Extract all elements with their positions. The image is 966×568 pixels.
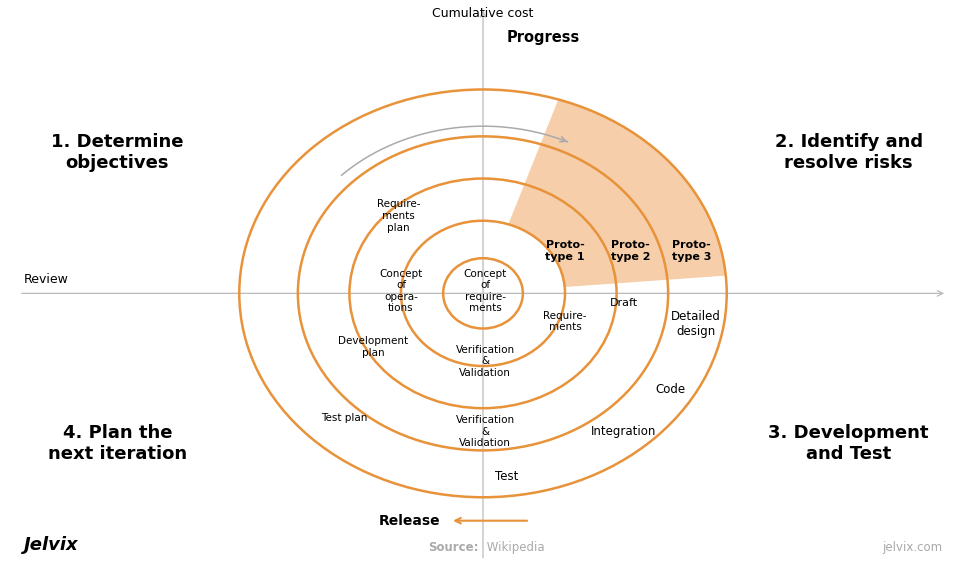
Text: Proto-
type 3: Proto- type 3 <box>672 240 711 262</box>
Text: Source:: Source: <box>428 541 478 553</box>
Text: Progress: Progress <box>506 31 580 45</box>
Polygon shape <box>508 99 725 287</box>
Text: Require-
ments
plan: Require- ments plan <box>377 199 420 233</box>
Text: Wikipedia: Wikipedia <box>483 541 545 553</box>
Text: Proto-
type 2: Proto- type 2 <box>611 240 650 262</box>
Text: Review: Review <box>24 273 69 286</box>
Text: Test: Test <box>495 470 518 483</box>
Text: Detailed
design: Detailed design <box>671 310 722 338</box>
Text: 3. Development
and Test: 3. Development and Test <box>768 424 929 463</box>
Text: 1. Determine
objectives: 1. Determine objectives <box>51 133 184 172</box>
Text: Draft: Draft <box>610 298 638 308</box>
Text: Verification
&
Validation: Verification & Validation <box>456 415 515 448</box>
Text: Concept
of
require-
ments: Concept of require- ments <box>464 269 507 314</box>
Text: jelvix.com: jelvix.com <box>882 541 942 553</box>
Text: Cumulative cost: Cumulative cost <box>433 7 533 20</box>
Text: Development
plan: Development plan <box>338 336 408 358</box>
Text: Release: Release <box>380 513 440 528</box>
Text: Verification
&
Validation: Verification & Validation <box>456 345 515 378</box>
Text: 2. Identify and
resolve risks: 2. Identify and resolve risks <box>775 133 923 172</box>
Text: 4. Plan the
next iteration: 4. Plan the next iteration <box>48 424 187 463</box>
Text: Integration: Integration <box>591 425 656 438</box>
Text: Test plan: Test plan <box>322 412 368 423</box>
Text: Concept
of
opera-
tions: Concept of opera- tions <box>380 269 422 314</box>
Text: Jelvix: Jelvix <box>24 536 78 553</box>
Text: Code: Code <box>655 383 686 396</box>
Text: Proto-
type 1: Proto- type 1 <box>545 240 584 262</box>
Text: Require-
ments: Require- ments <box>543 311 586 332</box>
